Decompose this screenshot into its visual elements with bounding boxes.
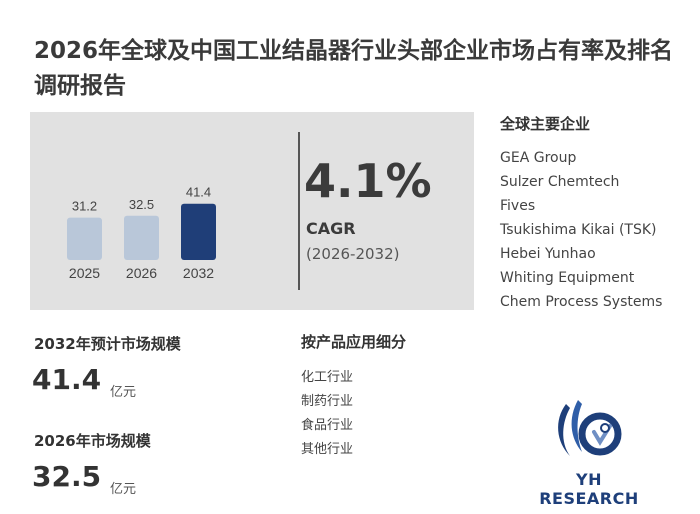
market-chart-panel: 31.2 2025 32.5 2026 41.4 2032 4.1% CAGR (2026…: [30, 112, 474, 310]
cagr-label: CAGR: [306, 219, 356, 238]
company-item: Sulzer Chemtech: [500, 174, 620, 190]
forecast-market-unit: 亿元: [110, 385, 137, 400]
segments-heading: 按产品应用细分: [301, 333, 407, 351]
bar-2026: [124, 215, 159, 260]
segment-item: 其他行业: [301, 442, 354, 457]
bar-value-label: 31.2: [72, 199, 97, 214]
companies-list: 全球主要企业 GEA Group Sulzer Chemtech Fives T…: [500, 113, 662, 314]
bar-category-label: 2025: [69, 265, 100, 281]
company-item: Whiting Equipment: [500, 270, 635, 286]
company-item: Tsukishima Kikai (TSK): [500, 222, 657, 238]
market-size-bar-chart: 31.2 2025 32.5 2026 41.4 2032: [67, 185, 216, 281]
company-item: GEA Group: [500, 150, 577, 166]
bar-category-label: 2032: [183, 265, 214, 281]
cagr-range: (2026-2032): [306, 245, 400, 263]
forecast-market-label: 2032年预计市场规模: [34, 335, 181, 353]
companies-heading: 全球主要企业: [500, 115, 591, 133]
page-title: 2026年全球及中国工业结晶器行业头部企业市场占有率及排名调研报告: [34, 38, 674, 99]
forecast-market-value: 41.4: [32, 363, 102, 396]
cagr-value: 4.1%: [304, 154, 432, 208]
bar-value-label: 41.4: [186, 185, 211, 200]
segment-item: 食品行业: [301, 418, 354, 433]
bar-category-label: 2026: [126, 265, 157, 281]
segment-item: 制药行业: [301, 394, 354, 409]
bar-2025: [67, 217, 102, 260]
logo-mark-icon: [558, 400, 622, 456]
panel-divider: [298, 132, 300, 290]
current-market-value: 32.5: [32, 460, 102, 493]
company-item: Fives: [500, 198, 536, 214]
company-item: Hebei Yunhao: [500, 246, 596, 262]
company-item: Chem Process Systems: [500, 294, 663, 310]
bar-value-label: 32.5: [129, 197, 154, 212]
current-market-label: 2026年市场规模: [34, 432, 151, 450]
current-market-unit: 亿元: [110, 482, 137, 497]
bar-2032: [181, 203, 216, 260]
yh-research-logo: YH RESEARCH: [524, 398, 654, 508]
segment-item: 化工行业: [301, 370, 354, 385]
logo-text: YH RESEARCH: [539, 470, 639, 508]
segments-list: 按产品应用细分 化工行业 制药行业 食品行业 其他行业: [301, 331, 406, 462]
